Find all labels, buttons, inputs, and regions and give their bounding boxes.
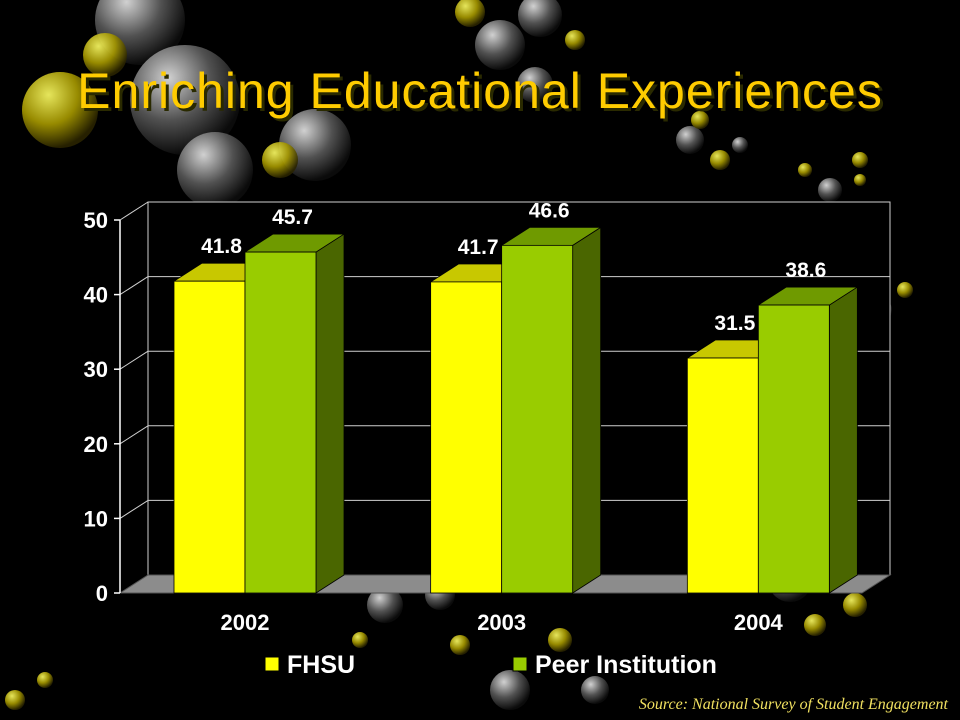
decorative-sphere	[548, 628, 572, 652]
x-tick-label: 2002	[221, 610, 270, 635]
bar	[244, 251, 317, 594]
slide-title: Enriching Educational Experiences	[77, 63, 883, 119]
decorative-sphere	[732, 137, 748, 153]
decorative-sphere	[5, 690, 25, 710]
y-tick-label: 20	[84, 432, 108, 457]
bar-side	[572, 226, 602, 594]
bar	[686, 357, 759, 594]
decorative-sphere	[565, 30, 585, 50]
bar-side	[315, 233, 345, 594]
y-tick-label: 50	[84, 208, 108, 233]
decorative-sphere	[455, 0, 485, 27]
legend-label: Peer Institution	[535, 651, 717, 679]
data-label: 46.6	[529, 199, 570, 222]
data-label: 41.7	[458, 236, 499, 259]
data-label: 38.6	[785, 259, 826, 282]
x-tick-label: 2003	[477, 610, 526, 635]
decorative-sphere	[581, 676, 609, 704]
decorative-sphere	[798, 163, 812, 177]
decorative-sphere	[37, 672, 53, 688]
legend-label: FHSU	[287, 651, 355, 679]
y-tick-label: 40	[84, 283, 108, 308]
decorative-sphere	[367, 587, 403, 623]
decorative-sphere	[83, 33, 127, 77]
decorative-sphere	[710, 150, 730, 170]
decorative-sphere	[854, 174, 866, 186]
decorative-sphere	[897, 282, 913, 298]
x-tick-label: 2004	[734, 610, 784, 635]
decorative-sphere	[130, 45, 240, 155]
decorative-sphere	[22, 72, 98, 148]
data-label: 31.5	[714, 312, 755, 335]
bar	[173, 280, 246, 594]
decorative-sphere	[843, 593, 867, 617]
legend-swatch	[264, 656, 280, 672]
gridline-diagonal	[119, 350, 149, 370]
decorative-sphere	[818, 178, 842, 202]
source-note: Source: National Survey of Student Engag…	[638, 696, 948, 713]
data-label: 45.7	[272, 206, 313, 229]
decorative-sphere	[804, 614, 826, 636]
decorative-sphere	[691, 111, 709, 129]
decorative-sphere	[450, 635, 470, 655]
y-tick-label: 10	[84, 506, 108, 531]
gridline-diagonal	[119, 276, 149, 296]
decorative-sphere	[177, 132, 253, 208]
bar	[501, 244, 574, 594]
decorative-sphere	[262, 142, 298, 178]
decorative-sphere	[852, 152, 868, 168]
y-tick-label: 30	[84, 357, 108, 382]
bar	[430, 281, 503, 594]
gridline-diagonal	[119, 499, 149, 519]
decorative-sphere	[517, 67, 553, 103]
bar-side	[828, 286, 858, 594]
decorative-sphere	[518, 0, 562, 37]
decorative-sphere	[475, 20, 525, 70]
gridline-diagonal	[119, 201, 149, 221]
gridline-diagonal	[119, 425, 149, 445]
decorative-sphere	[490, 670, 530, 710]
bar	[757, 304, 830, 594]
data-label: 41.8	[201, 235, 242, 258]
decorative-sphere	[676, 126, 704, 154]
y-tick-label: 0	[96, 581, 108, 606]
decorative-sphere	[352, 632, 368, 648]
legend-swatch	[512, 656, 528, 672]
